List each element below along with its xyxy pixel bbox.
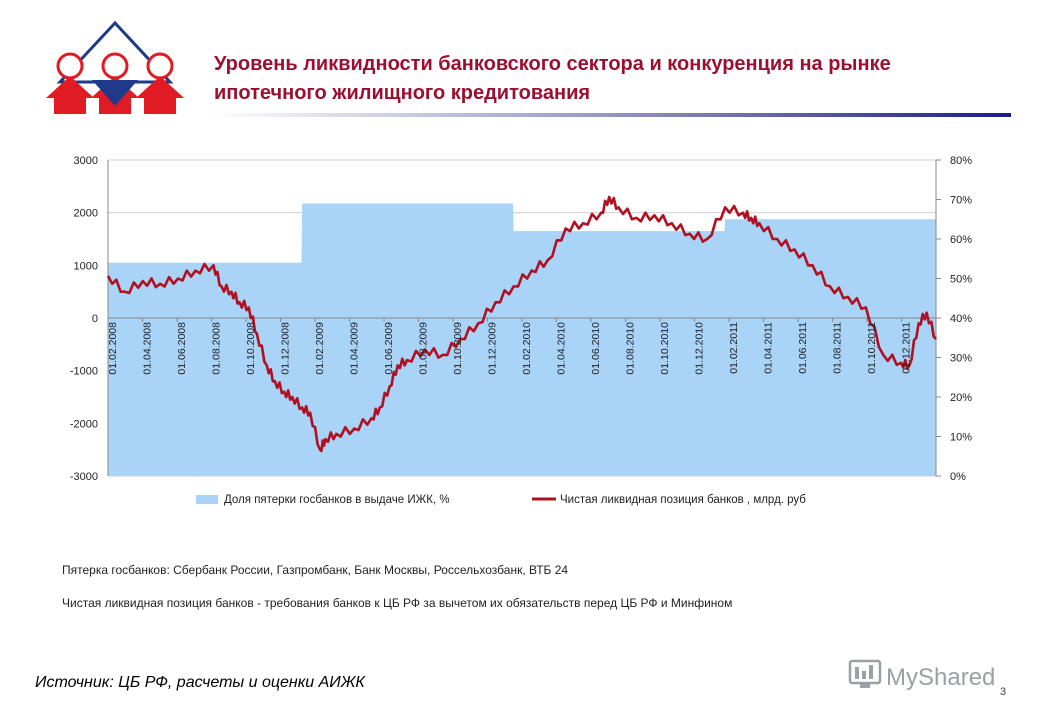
y-right-tick-label: 20% <box>950 392 972 404</box>
x-tick-label: 01.12.2009 <box>487 322 499 375</box>
note-state-banks: Пятерка госбанков: Сбербанк России, Газп… <box>62 563 569 577</box>
logo-inner-triangle <box>92 80 138 106</box>
x-tick-label: 01.06.2008 <box>176 322 188 375</box>
x-tick-label: 01.10.2009 <box>452 322 464 375</box>
title-rule <box>208 113 1011 117</box>
x-tick-label: 01.04.2009 <box>349 322 361 375</box>
x-tick-label: 01.02.2009 <box>314 322 326 375</box>
x-tick-label: 01.08.2009 <box>418 322 430 375</box>
chart-axes <box>107 159 941 477</box>
x-tick-label: 01.04.2010 <box>556 322 568 375</box>
y-right-tick-label: 30% <box>950 353 972 365</box>
y-right-tick-label: 0% <box>950 471 966 483</box>
x-tick-label: 01.02.2010 <box>521 322 533 375</box>
tick-labels: 3000 2000 1000 0 -1000 -2000 -3000 80% 70% 60% 50%… <box>70 155 972 483</box>
x-tick-label: 01.02.2008 <box>107 322 119 375</box>
x-tick-label: 01.12.2010 <box>694 322 706 375</box>
page-number: 3 <box>1000 686 1007 698</box>
x-tick-label: 01.08.2011 <box>832 322 844 374</box>
legend-label-line: Чистая ликвидная позиция банков , млрд. … <box>560 494 806 506</box>
watermark-text: MyShared <box>886 664 995 691</box>
y-left-tick-label: 0 <box>92 313 98 325</box>
y-right-tick-label: 50% <box>950 274 972 286</box>
y-right-tick-label: 40% <box>950 313 972 325</box>
x-tick-label: 01.02.2011 <box>728 322 740 374</box>
x-tick-label: 01.12.2011 <box>901 322 913 374</box>
liquidity-chart: 3000 2000 1000 0 -1000 -2000 -3000 80% 70% 60% 50%… <box>70 155 972 506</box>
x-tick-label: 01.08.2008 <box>211 322 223 375</box>
logo-circle-left <box>56 52 84 80</box>
source-note: Источник: ЦБ РФ, расчеты и оценки АИЖК <box>35 674 365 691</box>
legend-swatch-area <box>196 495 218 504</box>
logo <box>46 20 184 114</box>
area-series <box>108 203 936 476</box>
x-tick-label: 01.06.2009 <box>383 322 395 375</box>
logo-circle-middle <box>101 52 129 80</box>
area-state-banks-share <box>108 203 936 476</box>
x-tick-label: 01.10.2011 <box>866 322 878 374</box>
slide-title: Уровень ликвидности банковского сектора … <box>214 53 891 104</box>
legend-label-area: Доля пятерки госбанков в выдаче ИЖК, % <box>224 494 450 506</box>
y-right-tick-label: 80% <box>950 155 972 167</box>
y-right-tick-label: 60% <box>950 234 972 246</box>
note-liquidity-definition: Чистая ликвидная позиция банков - требов… <box>62 596 733 610</box>
y-left-tick-label: 2000 <box>74 208 98 220</box>
y-left-tick-label: -3000 <box>70 471 98 483</box>
x-tick-label: 01.10.2010 <box>659 322 671 375</box>
x-tick-label: 01.04.2011 <box>763 322 775 374</box>
y-right-tick-label: 10% <box>950 432 972 444</box>
y-left-tick-label: 1000 <box>74 260 98 272</box>
x-tick-label: 01.10.2008 <box>245 322 257 375</box>
logo-house-left <box>46 76 94 114</box>
logo-house-right <box>136 76 184 114</box>
x-tick-label: 01.06.2010 <box>590 322 602 375</box>
x-tick-label: 01.04.2008 <box>142 322 154 375</box>
line-net-liquidity <box>106 195 937 453</box>
y-left-tick-label: -2000 <box>70 418 98 430</box>
y-left-tick-label: 3000 <box>74 155 98 167</box>
chart-legend: Доля пятерки госбанков в выдаче ИЖК, % Чи… <box>196 494 806 506</box>
watermark: MyShared <box>848 659 995 691</box>
x-tick-label: 01.12.2008 <box>280 322 292 375</box>
x-tick-label: 01.08.2010 <box>625 322 637 375</box>
logo-circle-right <box>146 52 174 80</box>
y-right-tick-label: 70% <box>950 195 972 207</box>
x-tick-label: 01.06.2011 <box>797 322 809 374</box>
y-left-tick-label: -1000 <box>70 366 98 378</box>
line-series <box>106 195 937 453</box>
